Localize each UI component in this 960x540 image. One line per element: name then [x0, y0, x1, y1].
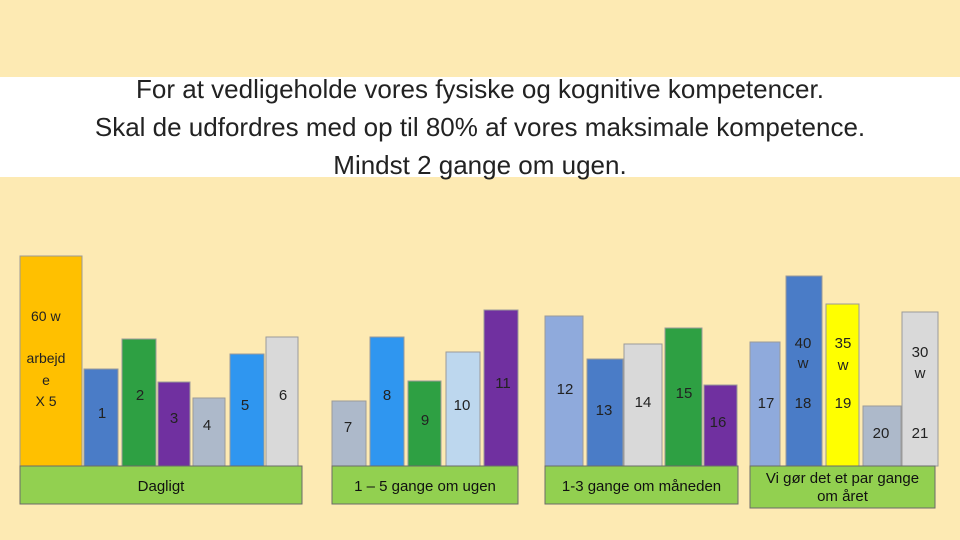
bar-label-20: 20 [873, 425, 890, 442]
bar-label-6: 6 [279, 387, 287, 404]
bar-label-19: 19 [835, 395, 852, 412]
bar-15 [664, 327, 703, 467]
bar-19 [825, 303, 860, 467]
bar-3 [157, 381, 191, 467]
bar-label-14: 14 [635, 394, 652, 411]
group-band-3 [544, 465, 739, 505]
bar-2 [121, 338, 157, 467]
bar-60w-extra-3: X 5 [35, 393, 56, 409]
bar-60w-extra-2: e [42, 372, 50, 388]
bar-18 [785, 275, 823, 467]
bar-1 [83, 368, 119, 467]
group-band-1 [19, 465, 303, 505]
bar-label-8: 8 [383, 387, 391, 404]
bar-6 [265, 336, 299, 467]
bar-label-7: 7 [344, 419, 352, 436]
group-label-2: 1 – 5 gange om ugen [354, 478, 496, 495]
bar-8 [369, 336, 405, 467]
group-label-4-line-2: om året [817, 488, 869, 505]
bar-label-16: 16 [710, 414, 727, 431]
bar-label-2: 2 [136, 387, 144, 404]
bar-19-extra-2: w [837, 357, 849, 374]
bar-label-17: 17 [758, 395, 775, 412]
bar-19-extra-1: 35 [835, 335, 852, 352]
title-line-3: Mindst 2 gange om ugen. [333, 150, 627, 180]
bar-20 [862, 405, 902, 467]
bar-label-9: 9 [421, 412, 429, 429]
bar-label-4: 4 [203, 417, 211, 434]
bar-label-15: 15 [676, 385, 693, 402]
bar-label-5: 5 [241, 397, 249, 414]
bar-60w-label: 60 w [31, 308, 61, 324]
bar-9 [407, 380, 442, 467]
group-label-3: 1-3 gange om måneden [562, 478, 721, 495]
title-line-2: Skal de udfordres med op til 80% af vore… [94, 112, 866, 142]
bar-label-11: 11 [495, 375, 511, 392]
bar-60w-extra-1: arbejd [27, 350, 66, 366]
bar-label-21: 21 [912, 425, 929, 442]
bar-21-extra-1: 30 [912, 344, 929, 361]
title-line-1: For at vedligeholde vores fysiske og kog… [136, 74, 824, 104]
group-band-2 [331, 465, 519, 505]
bar-label-3: 3 [170, 410, 178, 427]
bar-label-18: 18 [795, 395, 812, 412]
bar-label-13: 13 [596, 402, 613, 419]
bar-60-w [19, 255, 83, 467]
bar-label-12: 12 [557, 381, 574, 398]
bar-7 [331, 400, 367, 467]
group-label-4-line-1: Vi gør det et par gange [766, 470, 919, 487]
group-band-4 [749, 465, 936, 509]
bar-14 [623, 343, 663, 467]
bar-13 [586, 358, 624, 467]
bar-label-1: 1 [98, 405, 106, 422]
bar-21 [901, 311, 939, 467]
title-band [0, 77, 960, 177]
bar-18-extra-1: 40 [795, 335, 812, 352]
bar-10 [445, 351, 481, 467]
bar-21-extra-2: w [914, 365, 926, 382]
bar-label-10: 10 [454, 397, 471, 414]
bar-16 [703, 384, 738, 467]
group-label-1: Dagligt [138, 478, 186, 495]
bar-18-extra-2: w [797, 355, 809, 372]
